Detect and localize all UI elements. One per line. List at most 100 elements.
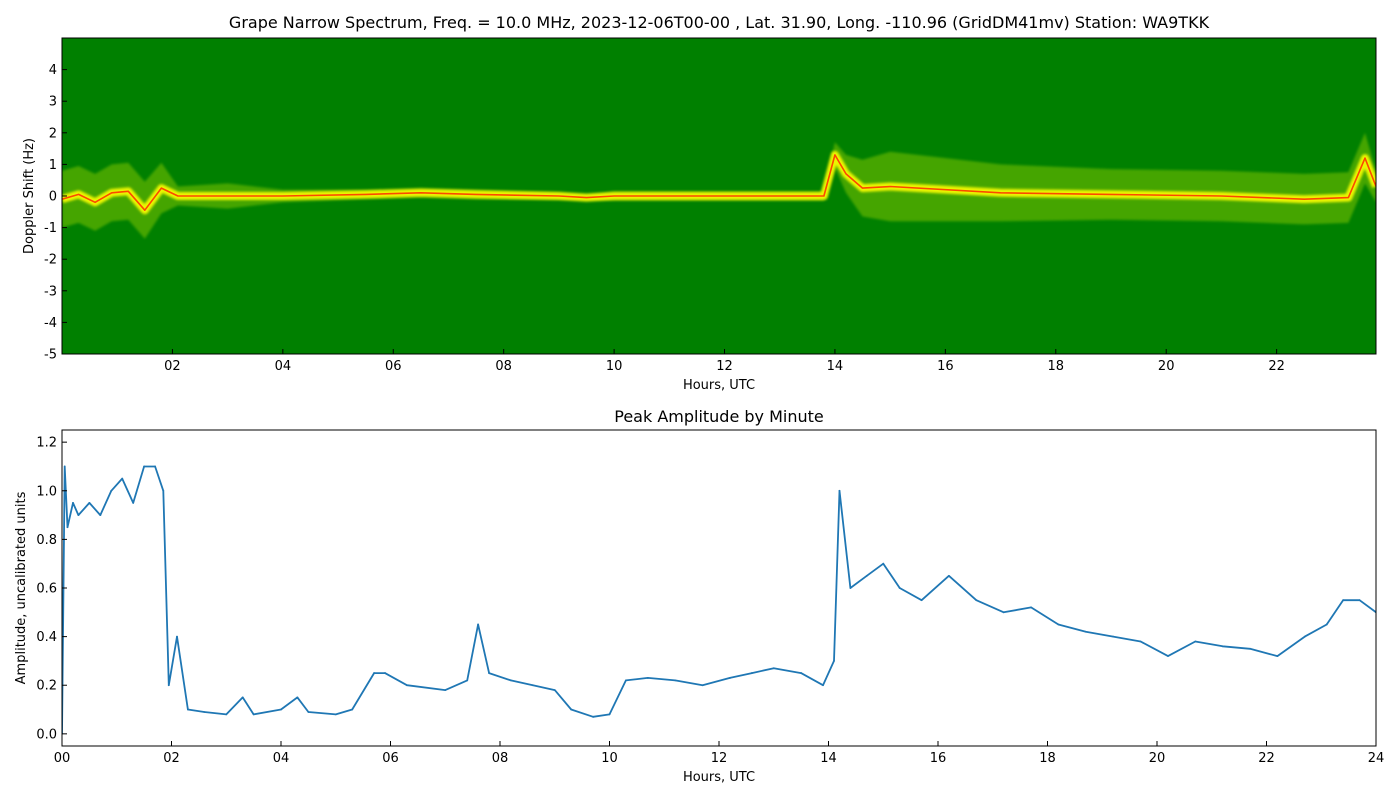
amplitude-point <box>241 696 244 699</box>
amplitude-point <box>729 677 731 679</box>
amplitude-y-tick-label: 0.0 <box>36 727 57 742</box>
amplitude-point <box>110 489 113 492</box>
amplitude-point <box>948 574 950 577</box>
amplitude-x-tick-label: 06 <box>382 751 399 766</box>
amplitude-series <box>62 465 1376 735</box>
amplitude-x-label: Hours, UTC <box>683 770 755 785</box>
amplitude-y-tick-label: 0.8 <box>36 533 57 548</box>
amplitude-x-ticks: 00 02 04 06 08 10 12 14 16 18 20 22 24 <box>54 741 1385 766</box>
amplitude-point <box>154 465 156 468</box>
spectrogram-y-tick-label: -3 <box>44 284 57 299</box>
amplitude-point <box>975 599 978 602</box>
amplitude-point <box>66 526 69 529</box>
amplitude-point <box>488 672 490 674</box>
amplitude-point <box>466 679 469 682</box>
amplitude-point <box>772 667 775 670</box>
amplitude-point <box>1276 655 1279 657</box>
amplitude-point <box>187 708 189 711</box>
amplitude-y-label: Amplitude, uncalibrated units <box>14 491 29 684</box>
amplitude-point <box>865 574 868 577</box>
spectrogram-y-tick-label: -1 <box>44 221 57 236</box>
amplitude-point <box>674 679 677 682</box>
amplitude-y-tick-label: 0.6 <box>36 582 57 597</box>
spectrogram-x-tick-label: 04 <box>275 359 292 374</box>
amplitude-point <box>143 465 146 468</box>
spectrogram-x-tick-label: 12 <box>716 359 733 374</box>
amplitude-point <box>307 711 310 713</box>
amplitude-point <box>88 502 91 504</box>
spectrogram-y-tick-label: 0 <box>49 190 57 205</box>
amplitude-y-tick-label: 1.2 <box>36 436 57 451</box>
amplitude-point <box>646 677 649 679</box>
amplitude-point <box>1057 623 1060 626</box>
spectrogram-y-tick-label: 3 <box>49 95 57 110</box>
spectrogram-x-label: Hours, UTC <box>683 378 755 393</box>
amplitude-point <box>334 713 337 716</box>
spectrogram-x-tick-label: 10 <box>606 359 623 374</box>
amplitude-title: Peak Amplitude by Minute <box>614 407 824 426</box>
spectrogram-x-tick-label: 06 <box>385 359 402 374</box>
spectrogram-title: Grape Narrow Spectrum, Freq. = 10.0 MHz,… <box>229 13 1210 32</box>
amplitude-point <box>373 672 375 674</box>
amplitude-point <box>833 660 835 662</box>
amplitude-point <box>1112 635 1115 638</box>
amplitude-point <box>162 489 165 492</box>
amplitude-point <box>1194 640 1197 643</box>
amplitude-point <box>444 689 447 691</box>
spectrogram-x-tick-label: 20 <box>1158 359 1175 374</box>
amplitude-point <box>701 684 704 687</box>
amplitude-x-tick-label: 12 <box>711 751 728 766</box>
amplitude-y-tick-label: 0.4 <box>36 630 57 645</box>
spectrogram-plot-area <box>61 37 1377 355</box>
amplitude-point <box>1167 655 1169 657</box>
spectrogram-x-tick-label: 08 <box>495 359 512 374</box>
amplitude-x-tick-label: 02 <box>163 751 180 766</box>
amplitude-point <box>1139 640 1142 643</box>
amplitude-y-tick-label: 0.2 <box>36 679 57 694</box>
amplitude-point <box>72 502 74 504</box>
amplitude-background <box>62 430 1376 746</box>
amplitude-x-tick-label: 10 <box>601 751 618 766</box>
spectrogram-x-tick-label: 02 <box>164 359 181 374</box>
amplitude-point <box>920 599 923 602</box>
amplitude-x-tick-label: 16 <box>930 751 947 766</box>
amplitude-point <box>553 689 556 691</box>
spectrogram-y-tick-label: -4 <box>44 316 57 331</box>
amplitude-point <box>1002 611 1005 614</box>
spectrogram-peak-line <box>62 154 1376 211</box>
spectrogram-y-tick-label: -5 <box>44 348 57 363</box>
amplitude-point <box>531 684 534 687</box>
amplitude-line <box>62 465 1376 734</box>
amplitude-point <box>1358 599 1361 602</box>
amplitude-point <box>252 713 255 716</box>
amplitude-point <box>406 684 408 687</box>
amplitude-x-tick-label: 20 <box>1149 751 1166 766</box>
spectrogram-y-tick-label: -2 <box>44 253 57 268</box>
amplitude-point <box>1221 645 1224 648</box>
amplitude-x-tick-label: 04 <box>273 751 290 766</box>
amplitude-x-tick-label: 14 <box>820 751 837 766</box>
amplitude-point <box>800 672 803 674</box>
amplitude-point <box>121 477 124 480</box>
amplitude-x-tick-label: 24 <box>1368 751 1385 766</box>
amplitude-point <box>822 684 824 687</box>
amplitude-x-tick-label: 00 <box>54 751 71 766</box>
spectrogram-y-tick-label: 2 <box>49 126 57 141</box>
amplitude-point <box>296 696 299 699</box>
amplitude-point <box>1084 630 1087 633</box>
amplitude-point <box>63 465 66 468</box>
amplitude-point <box>510 679 512 682</box>
spectrogram-y-tick-label: 4 <box>49 63 57 78</box>
amplitude-point <box>384 672 386 674</box>
amplitude-plot-area <box>61 429 1377 747</box>
amplitude-point <box>280 708 282 711</box>
amplitude-point <box>849 587 852 589</box>
amplitude-x-tick-label: 22 <box>1258 751 1275 766</box>
amplitude-point <box>351 708 354 711</box>
amplitude-point <box>132 502 135 504</box>
amplitude-y-ticks: 0.0 0.2 0.4 0.6 0.8 1.0 1.2 <box>36 436 67 742</box>
amplitude-point <box>898 587 901 589</box>
amplitude-point <box>1249 647 1251 650</box>
amplitude-point <box>167 684 170 687</box>
